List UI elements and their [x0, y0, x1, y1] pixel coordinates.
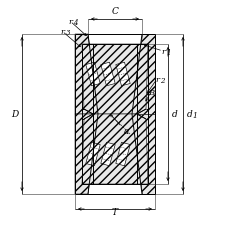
- Text: D: D: [11, 110, 18, 119]
- Text: r: r: [60, 28, 64, 36]
- Text: T: T: [112, 207, 117, 216]
- Polygon shape: [75, 35, 98, 114]
- Polygon shape: [85, 63, 100, 86]
- Text: a: a: [123, 127, 128, 136]
- Polygon shape: [115, 143, 130, 166]
- Polygon shape: [131, 114, 154, 194]
- Text: C: C: [111, 7, 118, 16]
- Text: r: r: [68, 18, 72, 26]
- Polygon shape: [131, 35, 154, 114]
- Text: d: d: [186, 110, 192, 119]
- Text: r: r: [160, 48, 164, 56]
- Polygon shape: [82, 114, 147, 184]
- Text: 2: 2: [160, 77, 164, 85]
- Text: 4: 4: [73, 19, 78, 27]
- Text: B: B: [147, 89, 153, 97]
- Polygon shape: [100, 63, 115, 86]
- Polygon shape: [100, 143, 115, 166]
- Polygon shape: [115, 63, 130, 86]
- Text: 1: 1: [191, 112, 196, 120]
- Polygon shape: [82, 45, 147, 114]
- Text: r: r: [154, 76, 158, 84]
- Polygon shape: [85, 143, 100, 166]
- Text: 1: 1: [166, 49, 170, 57]
- Polygon shape: [75, 114, 98, 194]
- Text: d: d: [171, 110, 177, 119]
- Text: 3: 3: [65, 29, 70, 37]
